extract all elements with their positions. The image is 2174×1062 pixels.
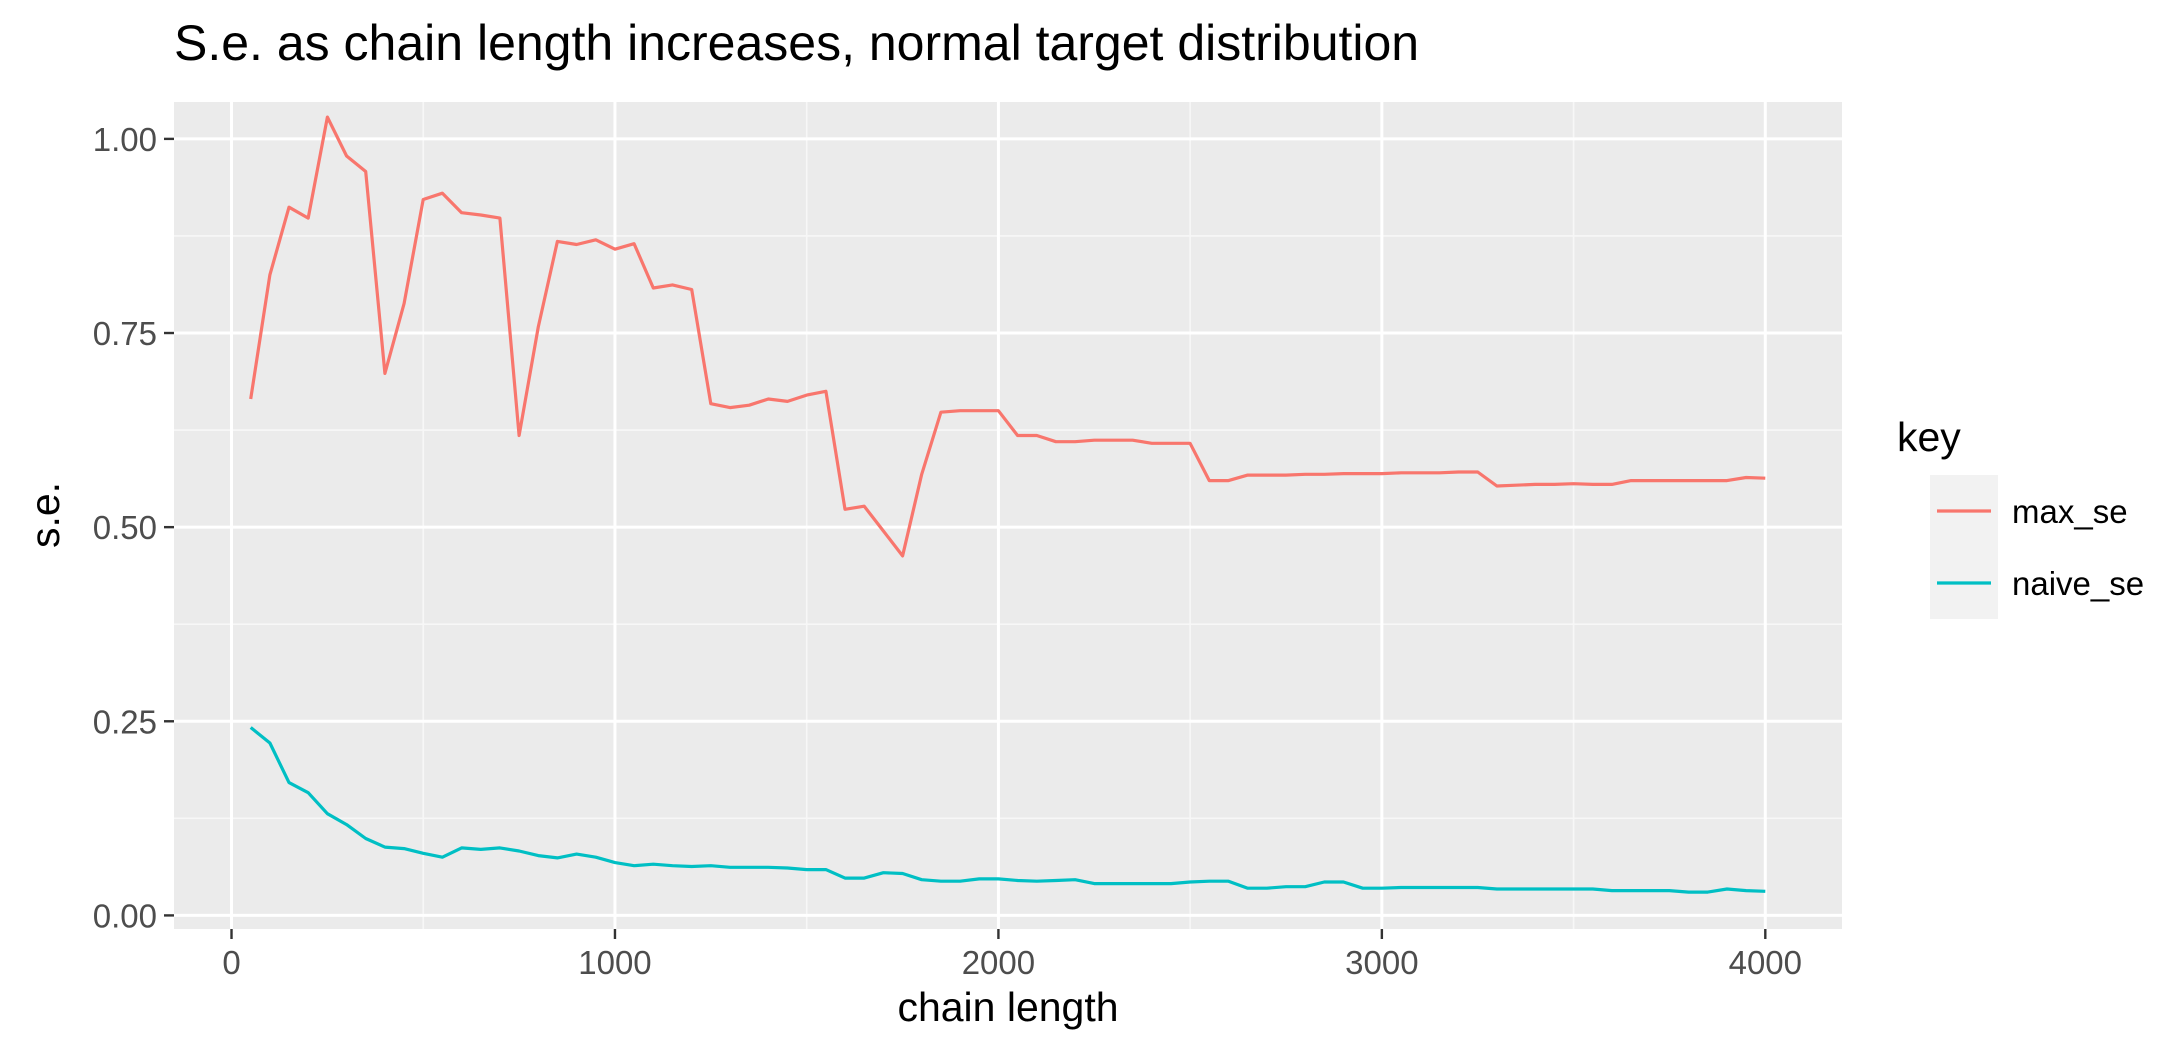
x-tick-label: 4000 — [1729, 944, 1802, 981]
y-tick-label: 1.00 — [93, 121, 157, 158]
y-tick-label: 0.25 — [93, 703, 157, 740]
chart-title: S.e. as chain length increases, normal t… — [174, 15, 1419, 71]
series-line-max-se — [249, 115, 1766, 558]
y-axis-title: s.e. — [22, 482, 68, 548]
legend-title: key — [1897, 414, 1961, 460]
legend-label: naive_se — [2012, 565, 2144, 602]
legend-label: max_se — [2012, 493, 2128, 530]
y-tick-label: 0.00 — [93, 897, 157, 934]
minor-grid — [174, 102, 1842, 929]
major-grid — [174, 102, 1842, 929]
series-layer — [249, 115, 1766, 894]
plot-panel — [174, 102, 1842, 929]
x-tick-label: 1000 — [578, 944, 651, 981]
x-axis-title: chain length — [897, 984, 1118, 1030]
y-tick-label: 0.75 — [93, 315, 157, 352]
x-tick-label: 3000 — [1345, 944, 1418, 981]
legend: key max_se naive_se — [1897, 414, 2144, 619]
series-line-naive-se — [249, 726, 1766, 894]
x-axis: 0 1000 2000 3000 4000 — [222, 929, 1802, 981]
y-tick-label: 0.50 — [93, 509, 157, 546]
x-tick-label: 2000 — [962, 944, 1035, 981]
x-tick-label: 0 — [222, 944, 240, 981]
y-axis: 0.00 0.25 0.50 0.75 1.00 — [93, 121, 174, 934]
